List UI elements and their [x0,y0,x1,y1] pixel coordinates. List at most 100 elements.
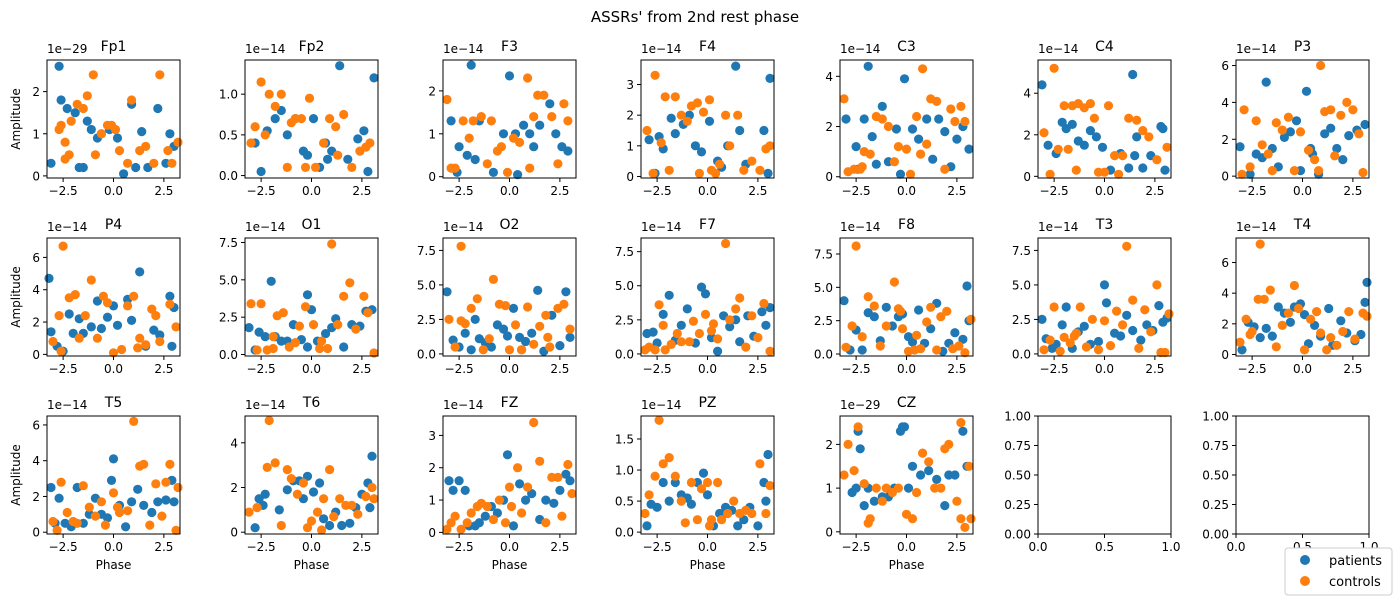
x-tick-label: 0.0 [698,184,717,198]
point-controls [80,311,90,321]
point-controls [895,306,906,316]
axis-offset-label: 1e−14 [840,220,880,234]
point-controls [1049,63,1059,73]
point-patients [442,287,452,297]
point-controls [74,333,84,343]
subplot-title: Fp2 [299,39,325,55]
point-controls [541,518,551,528]
x-tick-label: 0.0 [1293,184,1312,198]
point-controls [559,299,569,309]
point-controls [717,515,727,525]
point-controls [108,488,119,498]
point-controls [1045,335,1055,345]
point-controls [1053,144,1063,154]
point-controls [692,515,703,525]
y-tick-label: 0.25 [1004,498,1031,512]
point-controls [464,133,474,143]
point-controls [563,459,573,470]
y-tick-label: 4 [32,283,40,297]
y-tick-label: 1.0 [219,88,238,102]
point-controls [129,416,139,426]
point-patients [319,514,329,524]
point-controls [1085,99,1095,109]
x-tick-label: 2.5 [947,362,966,376]
point-controls [264,89,274,99]
point-controls [713,334,723,344]
point-controls [857,332,867,342]
point-controls [1059,101,1069,111]
point-controls [317,525,327,535]
subplot-f4: −2.5 0.0 2.5 0 1 2 3 1e−14 F4 [626,39,775,198]
point-patients [270,114,280,124]
point-patients [733,521,743,531]
point-patients [282,130,292,140]
point-controls [1289,166,1299,176]
point-controls [644,490,654,500]
point-controls [877,114,887,124]
point-controls [500,518,511,528]
point-controls [252,345,262,355]
y-tick-label: 4 [1221,287,1229,301]
point-patients [1099,280,1110,290]
point-patients [521,495,531,505]
point-patients [54,493,64,503]
x-tick-label: 2.5 [748,362,767,376]
x-tick-label: 1.0 [1161,540,1180,554]
point-controls [956,418,966,428]
y-axis-label: Amplitude [9,88,23,150]
point-controls [78,481,88,491]
point-patients [102,513,113,523]
point-controls [302,523,313,533]
point-controls [747,508,757,519]
y-tick-label: 0.0 [219,348,238,362]
point-controls [541,310,551,320]
point-controls [108,348,119,358]
point-controls [839,470,849,480]
point-controls [1358,167,1368,178]
point-patients [1336,316,1346,326]
point-controls [510,320,521,330]
point-controls [654,415,664,425]
y-tick-label: 2 [825,438,833,452]
point-controls [841,342,851,352]
axis-offset-label: 1e−14 [245,398,285,412]
point-controls [924,457,934,467]
point-controls [682,116,692,126]
point-patients [1273,302,1283,312]
point-controls [1105,341,1116,351]
point-controls [897,324,908,334]
figure-title: ASSRs' from 2nd rest phase [591,8,799,26]
x-tick-label: 2.5 [550,362,569,376]
point-controls [482,159,492,169]
point-patients [153,497,163,507]
point-patients [725,322,735,332]
point-controls [839,94,849,104]
point-controls [650,70,660,80]
point-patients [1360,119,1370,130]
x-tick-label: −2.5 [842,362,871,376]
point-patients [1061,302,1071,312]
y-tick-label: 2.5 [417,313,436,327]
y-tick-label: 0.5 [615,495,634,509]
point-controls [1118,151,1128,161]
point-patients [1142,320,1152,330]
point-controls [1164,309,1174,319]
y-tick-label: 0 [1023,170,1031,184]
point-controls [1316,328,1326,338]
subplot-title: P3 [1294,39,1311,55]
subplot-fz: −2.5 0.0 2.5 0 1 2 3 1e−14 FZ Phase [428,395,577,572]
point-controls [351,324,361,334]
point-controls [163,146,173,156]
point-controls [486,116,496,126]
point-controls [139,459,149,469]
point-patients [952,134,962,144]
axis-offset-label: 1e−29 [47,42,87,56]
y-tick-label: 1.00 [1202,410,1229,424]
y-tick-label: 3 [626,78,634,92]
point-controls [1075,302,1085,312]
y-tick-label: 5.0 [814,281,833,295]
point-controls [912,330,922,340]
point-patients [652,502,662,512]
point-patients [353,134,363,144]
x-tick-label: −2.5 [1238,184,1267,198]
